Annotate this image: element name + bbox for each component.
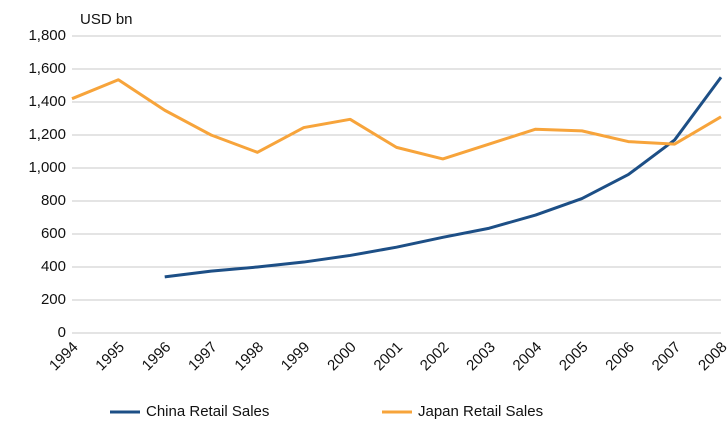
- y-tick-label: 600: [41, 225, 66, 242]
- x-tick-label: 1999: [278, 339, 314, 375]
- y-tick-label: 1,600: [28, 60, 66, 77]
- x-tick-label: 2007: [649, 339, 685, 375]
- x-tick-label: 2008: [695, 339, 727, 375]
- x-tick-label: 2002: [417, 339, 453, 375]
- y-axis-label: USD bn: [80, 11, 133, 28]
- x-tick-label: 1997: [185, 339, 221, 375]
- y-tick-label: 200: [41, 291, 66, 308]
- legend-label: China Retail Sales: [146, 403, 269, 420]
- x-tick-label: 1996: [139, 339, 175, 375]
- y-tick-label: 1,200: [28, 126, 66, 143]
- x-tick-label: 2006: [602, 339, 638, 375]
- y-tick-label: 400: [41, 258, 66, 275]
- x-tick-label: 1995: [92, 339, 128, 375]
- x-tick-label: 1998: [231, 339, 267, 375]
- line-series: [71, 78, 722, 161]
- y-tick-label: 800: [41, 192, 66, 209]
- x-tick-label: 2004: [510, 339, 546, 375]
- x-tick-label: 1994: [46, 339, 82, 375]
- y-tick-label: 1,400: [28, 93, 66, 110]
- line-series: [164, 76, 723, 279]
- x-tick-label: 2000: [324, 339, 360, 375]
- legend-label: Japan Retail Sales: [418, 403, 543, 420]
- y-tick-label: 0: [58, 324, 66, 341]
- y-tick-label: 1,800: [28, 27, 66, 44]
- x-tick-label: 2003: [463, 339, 499, 375]
- y-tick-label: 1,000: [28, 159, 66, 176]
- x-tick-label: 2005: [556, 339, 592, 375]
- x-tick-label: 2001: [371, 339, 407, 375]
